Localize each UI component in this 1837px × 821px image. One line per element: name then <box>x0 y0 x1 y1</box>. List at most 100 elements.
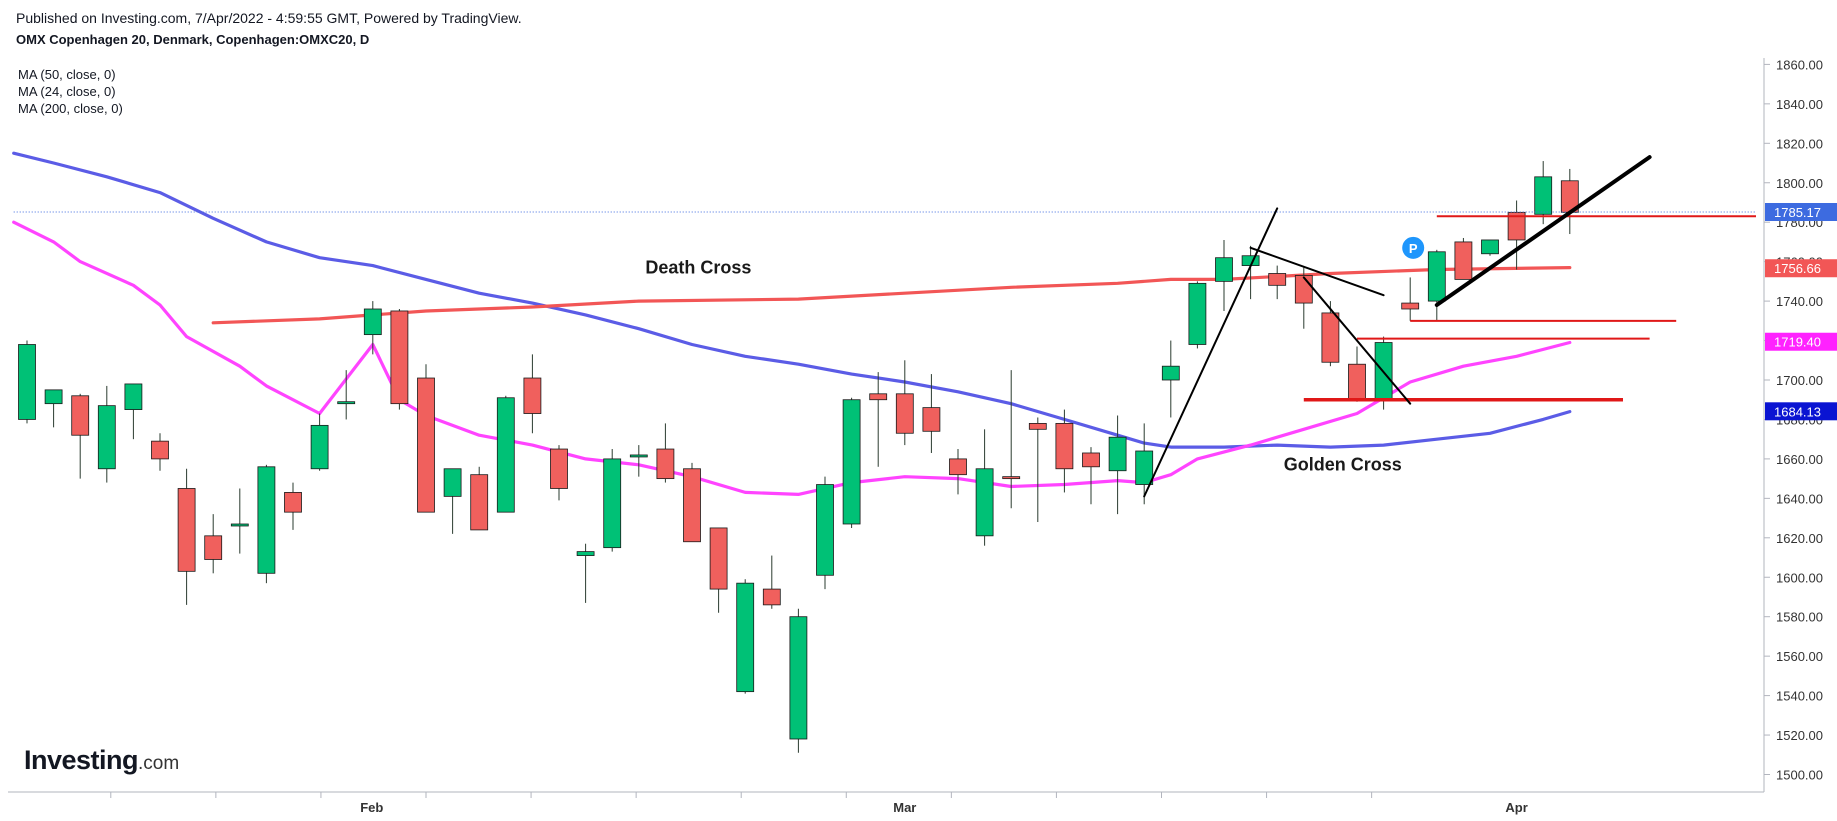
legend-ma200[interactable]: MA (200, close, 0) <box>18 101 123 116</box>
y-tick-label: 1520.00 <box>1776 728 1823 743</box>
y-tick-label: 1560.00 <box>1776 649 1823 664</box>
price-label-text: 1719.40 <box>1774 335 1821 350</box>
candle-body <box>922 407 941 432</box>
candle-body <box>683 468 701 543</box>
candle-body <box>257 466 276 574</box>
candle-body <box>1348 363 1366 401</box>
x-month-label: Feb <box>360 800 383 815</box>
candle-body <box>1161 365 1180 381</box>
y-tick-label: 1540.00 <box>1776 689 1823 704</box>
ma-line-0 <box>12 151 1572 449</box>
candle-body <box>949 458 967 476</box>
candle-body <box>1321 312 1340 363</box>
candle-body <box>789 616 808 740</box>
price-label-box <box>1765 332 1837 351</box>
candle-body <box>895 393 914 434</box>
candle-body <box>842 399 861 525</box>
trend-line <box>1249 246 1385 297</box>
candle-body <box>1108 436 1127 472</box>
candle-body <box>177 488 196 572</box>
legend-ma50[interactable]: MA (50, close, 0) <box>18 67 116 82</box>
legend-ma24[interactable]: MA (24, close, 0) <box>18 84 116 99</box>
candle-body <box>576 551 595 556</box>
candle-body <box>656 448 675 480</box>
price-label-text: 1684.13 <box>1774 404 1821 419</box>
price-label-box <box>1765 402 1837 421</box>
candle-body <box>417 377 435 513</box>
candle-body <box>390 310 409 405</box>
drawings: Death Cross Golden Cross P <box>13 155 1756 498</box>
candle-body <box>124 383 143 410</box>
candle-body <box>310 424 329 470</box>
candle-body <box>523 377 542 414</box>
y-tick-label: 1700.00 <box>1776 373 1823 388</box>
candle-body <box>363 308 382 336</box>
candle-body <box>709 527 728 590</box>
candle-body <box>1215 257 1233 282</box>
candle-body <box>71 395 90 436</box>
candle-body <box>975 468 994 537</box>
candle-body <box>1427 251 1446 302</box>
candle-body <box>18 344 36 420</box>
y-tick-label: 1600.00 <box>1776 570 1823 585</box>
candle-body <box>762 588 781 606</box>
candles <box>18 161 1579 753</box>
candle-body <box>44 389 63 405</box>
price-label-box <box>1765 203 1837 222</box>
candle-body <box>496 397 515 513</box>
candle-body <box>1082 452 1100 468</box>
candle-body <box>1055 422 1074 470</box>
candle-body <box>629 454 648 458</box>
candle-body <box>1481 239 1499 255</box>
x-month-label: Mar <box>893 800 916 815</box>
y-tick-label: 1500.00 <box>1776 768 1823 783</box>
candle-body <box>151 440 169 460</box>
candle-body <box>1507 211 1526 241</box>
candle-body <box>550 448 568 489</box>
y-tick-label: 1840.00 <box>1776 97 1823 112</box>
chart-annotation: Death Cross <box>645 257 751 277</box>
published-caption: Published on Investing.com, 7/Apr/2022 -… <box>16 10 522 26</box>
candle-body <box>1268 273 1287 286</box>
axes: 1500.00 1520.00 1540.00 1560.00 1580.00 1600.… <box>8 57 1837 815</box>
ma-line-1 <box>12 220 1572 496</box>
candle-body <box>1294 275 1313 304</box>
y-tick-label: 1640.00 <box>1776 491 1823 506</box>
indicator-legend: MA (50, close, 0) MA (24, close, 0) MA (… <box>18 66 123 117</box>
candle-body <box>869 393 888 401</box>
candle-body <box>284 492 302 513</box>
candle-body <box>470 474 489 531</box>
candle-body <box>736 582 755 693</box>
candle-body <box>337 401 356 405</box>
investing-logo: Investing.com <box>24 745 179 776</box>
candle-body <box>816 484 834 576</box>
pattern-marker-label: P <box>1409 241 1418 256</box>
candle-body <box>1135 450 1154 485</box>
candle-body <box>1028 422 1047 430</box>
trend-line <box>1143 207 1279 498</box>
x-month-label: Apr <box>1505 800 1527 815</box>
y-tick-label: 1820.00 <box>1776 136 1823 151</box>
candle-body <box>443 468 462 497</box>
price-label-text: 1785.17 <box>1774 205 1821 220</box>
trend-line <box>1302 276 1412 405</box>
chart-annotation: Golden Cross <box>1284 455 1402 475</box>
price-label-box <box>1765 259 1837 278</box>
candle-body <box>1401 302 1420 310</box>
candle-body <box>97 405 116 470</box>
y-tick-label: 1620.00 <box>1776 531 1823 546</box>
price-label-text: 1756.66 <box>1774 261 1821 276</box>
candle-body <box>1188 282 1207 345</box>
symbol-title: OMX Copenhagen 20, Denmark, Copenhagen:O… <box>16 32 370 47</box>
pattern-marker <box>1402 236 1425 259</box>
y-tick-label: 1660.00 <box>1776 452 1823 467</box>
candle-body <box>1454 241 1473 280</box>
candle-body <box>204 535 223 560</box>
candle-body <box>1534 176 1553 215</box>
candle-body <box>230 523 249 527</box>
y-tick-label: 1800.00 <box>1776 176 1823 191</box>
y-tick-label: 1580.00 <box>1776 610 1823 625</box>
logo-suffix: .com <box>138 753 180 774</box>
candle-body <box>603 458 622 549</box>
